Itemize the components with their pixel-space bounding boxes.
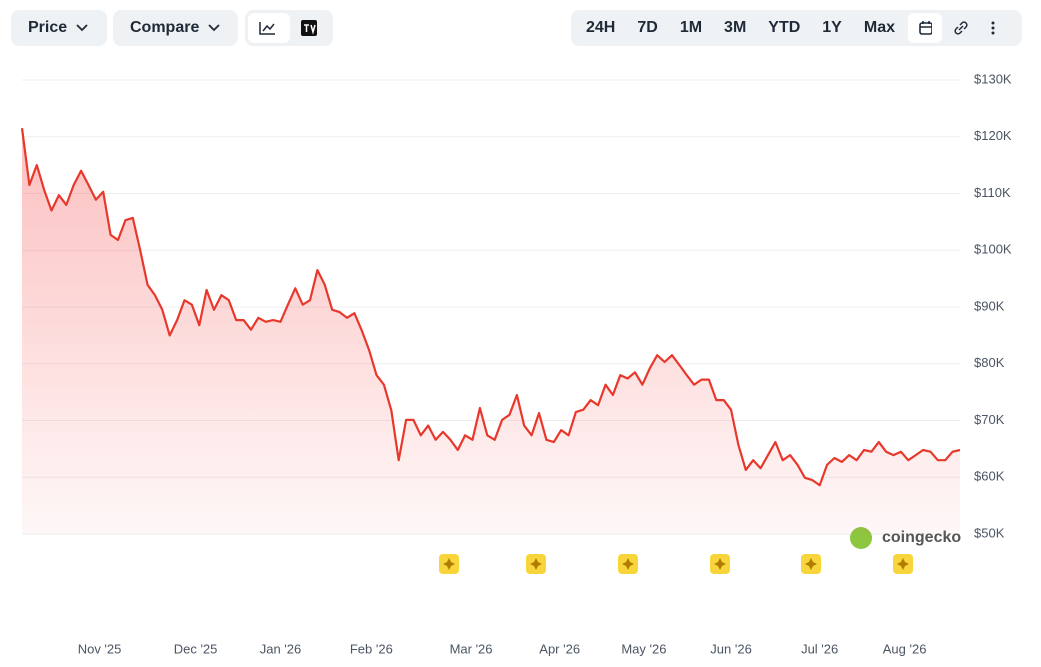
x-tick-label: Feb '26 bbox=[350, 641, 393, 656]
range-button[interactable]: YTD bbox=[768, 19, 801, 36]
compare-dropdown[interactable]: Compare bbox=[113, 10, 238, 46]
more-icon bbox=[991, 21, 995, 35]
y-tick-label: $110K bbox=[974, 185, 1011, 200]
chart-type-group bbox=[245, 10, 333, 46]
link-button[interactable] bbox=[942, 13, 980, 43]
x-tick-label: Jan '26 bbox=[260, 641, 302, 656]
chevron bbox=[76, 24, 88, 32]
y-tick-label: $120K bbox=[974, 128, 1012, 143]
x-tick-label: May '26 bbox=[621, 641, 666, 656]
calendar-button[interactable] bbox=[907, 13, 942, 43]
logo bbox=[850, 527, 872, 549]
y-tick-label: $80K bbox=[974, 355, 1005, 370]
x-tick-label: Jul '26 bbox=[801, 641, 838, 656]
link-icon bbox=[954, 21, 968, 35]
range-button[interactable]: 3M bbox=[724, 19, 747, 36]
x-tick-label: Dec '25 bbox=[174, 641, 218, 656]
y-tick-label: $60K bbox=[974, 469, 1005, 484]
range-button[interactable]: 1M bbox=[679, 19, 703, 36]
y-tick-label: $100K bbox=[974, 242, 1012, 257]
x-tick-label: Aug '26 bbox=[883, 641, 927, 656]
range-button[interactable]: 24H bbox=[586, 19, 616, 36]
range-button[interactable]: 7D bbox=[637, 19, 658, 36]
line-icon bbox=[259, 22, 275, 35]
calendar-icon bbox=[919, 21, 932, 35]
area bbox=[22, 128, 960, 534]
y-tick-label: $50K bbox=[974, 525, 1005, 540]
tradingview-button[interactable] bbox=[290, 13, 332, 43]
price-dropdown[interactable]: Price bbox=[11, 10, 107, 46]
y-tick-label: $90K bbox=[974, 298, 1005, 313]
range-button[interactable]: Max bbox=[863, 19, 895, 36]
event-markers bbox=[439, 554, 913, 574]
price-label: Price bbox=[28, 19, 68, 36]
x-tick-label: Nov '25 bbox=[78, 641, 122, 656]
y-tick-label: $130K bbox=[974, 71, 1012, 86]
chevron bbox=[208, 24, 220, 32]
range-group: 24H 7D 1M 3M YTD 1Y Max bbox=[571, 10, 1022, 46]
x-tick-label: Apr '26 bbox=[539, 641, 580, 656]
tv-icon bbox=[301, 20, 317, 36]
range-button[interactable]: 1Y bbox=[822, 19, 842, 36]
price-line bbox=[20, 128, 961, 487]
line-chart-button[interactable] bbox=[248, 13, 290, 43]
x-tick-label: Mar '26 bbox=[450, 641, 493, 656]
y-tick-label: $70K bbox=[974, 412, 1005, 427]
more-button[interactable] bbox=[980, 13, 1010, 43]
watermark: coingecko bbox=[882, 529, 961, 546]
x-tick-label: Jun '26 bbox=[710, 641, 752, 656]
compare-label: Compare bbox=[130, 19, 200, 36]
